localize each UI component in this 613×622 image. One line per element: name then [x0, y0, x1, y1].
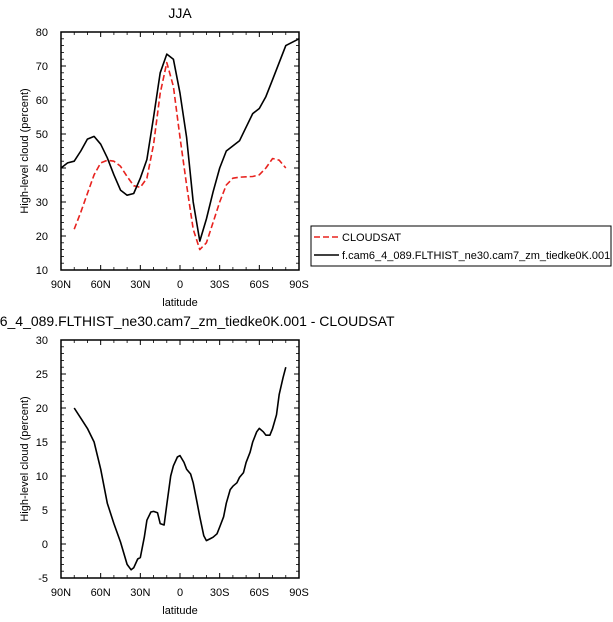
y-tick-label: 60 — [36, 95, 48, 107]
x-tick-label: 30S — [210, 279, 230, 291]
series-line-0 — [73, 61, 287, 251]
x-tick-label: 0 — [177, 279, 183, 291]
y-tick-label: 80 — [36, 27, 48, 39]
x-tick-label: 0 — [177, 587, 183, 599]
y-axis-label: High-level cloud (percent) — [19, 88, 31, 213]
y-tick-label: 50 — [36, 129, 48, 141]
chart-title: f.cam6_4_089.FLTHIST_ne30.cam7_zm_tiedke… — [0, 313, 395, 329]
y-axis-label: High-level cloud (percent) — [19, 396, 31, 521]
legend: CLOUDSAT f.cam6_4_089.FLTHIST_ne30.cam7_z… — [310, 225, 612, 267]
x-tick-label: 90S — [289, 587, 309, 599]
x-tick-label: 90S — [289, 279, 309, 291]
x-tick-label: 60S — [250, 279, 270, 291]
y-tick-label: 40 — [36, 163, 48, 175]
plot-frame — [60, 31, 300, 271]
x-tick-label: 30N — [130, 587, 150, 599]
y-tick-label: 5 — [42, 505, 48, 517]
series-line-1 — [60, 38, 300, 242]
panel-top: JJA 10 20 30 40 50 60 70 80 90N 60N 30N 0 30S 60S 90S la… — [19, 5, 309, 309]
x-tick-label: 60N — [91, 587, 111, 599]
y-tick-label: 10 — [36, 265, 48, 277]
y-tick-label: 30 — [36, 335, 48, 347]
y-tick-label: 25 — [36, 369, 48, 381]
y-tick-label: -5 — [38, 573, 48, 585]
x-tick-label: 30S — [210, 587, 230, 599]
y-tick-label: 15 — [36, 437, 48, 449]
x-tick-label: 60S — [250, 587, 270, 599]
x-axis-label: latitude — [162, 297, 197, 309]
y-tick-label: 0 — [42, 539, 48, 551]
plot-frame — [60, 339, 300, 579]
x-axis-label: latitude — [162, 605, 197, 617]
series-line-0 — [73, 366, 287, 571]
x-tick-label: 90N — [51, 587, 71, 599]
y-tick-label: 30 — [36, 197, 48, 209]
chart-title: JJA — [168, 5, 192, 21]
y-tick-label: 20 — [36, 231, 48, 243]
x-tick-label: 60N — [91, 279, 111, 291]
x-tick-label: 90N — [51, 279, 71, 291]
y-tick-label: 20 — [36, 403, 48, 415]
y-tick-label: 10 — [36, 471, 48, 483]
legend-entry-1: f.cam6_4_089.FLTHIST_ne30.cam7_zm_tiedke… — [342, 250, 610, 262]
legend-box — [310, 225, 612, 267]
legend-entry-0: CLOUDSAT — [342, 232, 401, 244]
y-tick-label: 70 — [36, 61, 48, 73]
panel-bottom: f.cam6_4_089.FLTHIST_ne30.cam7_zm_tiedke… — [0, 313, 395, 617]
x-tick-label: 30N — [130, 279, 150, 291]
